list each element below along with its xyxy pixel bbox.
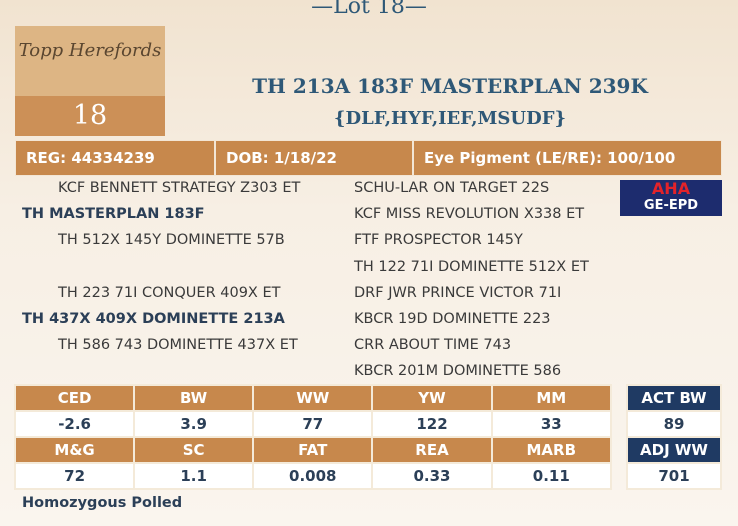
header-row: ADJ WW	[626, 436, 722, 464]
epd-value: 701	[626, 462, 722, 490]
ancestor-name: DRF JWR PRINCE VICTOR 71I	[354, 284, 562, 301]
value-row: -2.6 3.9 77 122 33	[13, 410, 613, 438]
ancestor-name: KCF MISS REVOLUTION X338 ET	[354, 206, 585, 223]
ancestor-name: SCHU-LAR ON TARGET 22S	[354, 180, 550, 196]
animal-name: TH 213A 183F MASTERPLAN 239K	[252, 74, 648, 98]
ancestor-name: CRR ABOUT TIME 743	[354, 337, 512, 354]
ancestor-name: TH 122 71I DOMINETTE 512X ET	[354, 258, 589, 275]
epd-label: REA	[371, 436, 493, 464]
epd-value: 77	[252, 410, 374, 438]
epd-value: 0.008	[252, 462, 374, 490]
value-row: 89	[626, 410, 722, 438]
epd-label: YW	[371, 384, 493, 412]
epd-label: BW	[133, 384, 255, 412]
epd-label: ADJ WW	[626, 436, 722, 464]
badge-top: AHA	[651, 179, 691, 198]
epd-label: MM	[490, 384, 613, 412]
epd-value: 89	[626, 410, 722, 438]
value-row: 701	[626, 462, 722, 490]
logo-text: Topp Herefords	[18, 40, 162, 61]
grandparent-name: TH 586 743 DOMINETTE 437X ET	[58, 337, 298, 354]
weights-table: ACT BW 89 ADJ WW 701	[626, 384, 722, 490]
epd-label: CED	[13, 384, 136, 412]
lot-number: 18	[15, 96, 165, 136]
logo: Topp Herefords 18	[15, 26, 165, 136]
header-row: ACT BW	[626, 384, 722, 412]
epd-label: MARB	[490, 436, 613, 464]
epd-label: M&G	[13, 436, 136, 464]
epd-value: 0.11	[490, 462, 613, 490]
lot-header: —Lot 18—	[311, 0, 427, 19]
polled-status: Homozygous Polled	[22, 495, 183, 511]
epd-value: 33	[490, 410, 613, 438]
ancestor-name: KBCR 201M DOMINETTE 586	[354, 363, 562, 380]
epd-value: 72	[13, 462, 136, 490]
epd-value: 0.33	[371, 462, 493, 490]
epd-label: FAT	[252, 436, 374, 464]
epd-label: ACT BW	[626, 384, 722, 412]
epd-value: 122	[371, 410, 493, 438]
epd-value: 3.9	[133, 410, 255, 438]
ge-epd-badge: AHA GE-EPD	[620, 180, 722, 216]
birth-date: DOB: 1/18/22	[215, 140, 413, 176]
header-row: M&G SC FAT REA MARB	[13, 436, 613, 464]
parent-name: TH MASTERPLAN 183F	[22, 206, 205, 223]
epd-table: CED BW WW YW MM -2.6 3.9 77 122 33 M&G SC FAT REA MARB…	[13, 384, 613, 490]
ancestor-name: KBCR 19D DOMINETTE 223	[354, 311, 551, 327]
badge-bottom: GE-EPD	[643, 198, 699, 213]
ancestor-name: FTF PROSPECTOR 145Y	[354, 232, 523, 249]
epd-value: -2.6	[13, 410, 136, 438]
epd-label: WW	[252, 384, 374, 412]
info-bar: REG: 44334239 DOB: 1/18/22 Eye Pigment (…	[15, 140, 722, 176]
header-row: CED BW WW YW MM	[13, 384, 613, 412]
genetic-status: {DLF,HYF,IEF,MSUDF}	[333, 108, 567, 129]
grandparent-name: TH 512X 145Y DOMINETTE 57B	[58, 232, 285, 249]
eye-pigment: Eye Pigment (LE/RE): 100/100	[413, 140, 722, 176]
grandparent-name: KCF BENNETT STRATEGY Z303 ET	[58, 180, 301, 196]
registration: REG: 44334239	[15, 140, 215, 176]
epd-label: SC	[133, 436, 255, 464]
value-row: 72 1.1 0.008 0.33 0.11	[13, 462, 613, 490]
epd-value: 1.1	[133, 462, 255, 490]
grandparent-name: TH 223 71I CONQUER 409X ET	[58, 284, 281, 301]
parent-name: TH 437X 409X DOMINETTE 213A	[22, 311, 285, 327]
